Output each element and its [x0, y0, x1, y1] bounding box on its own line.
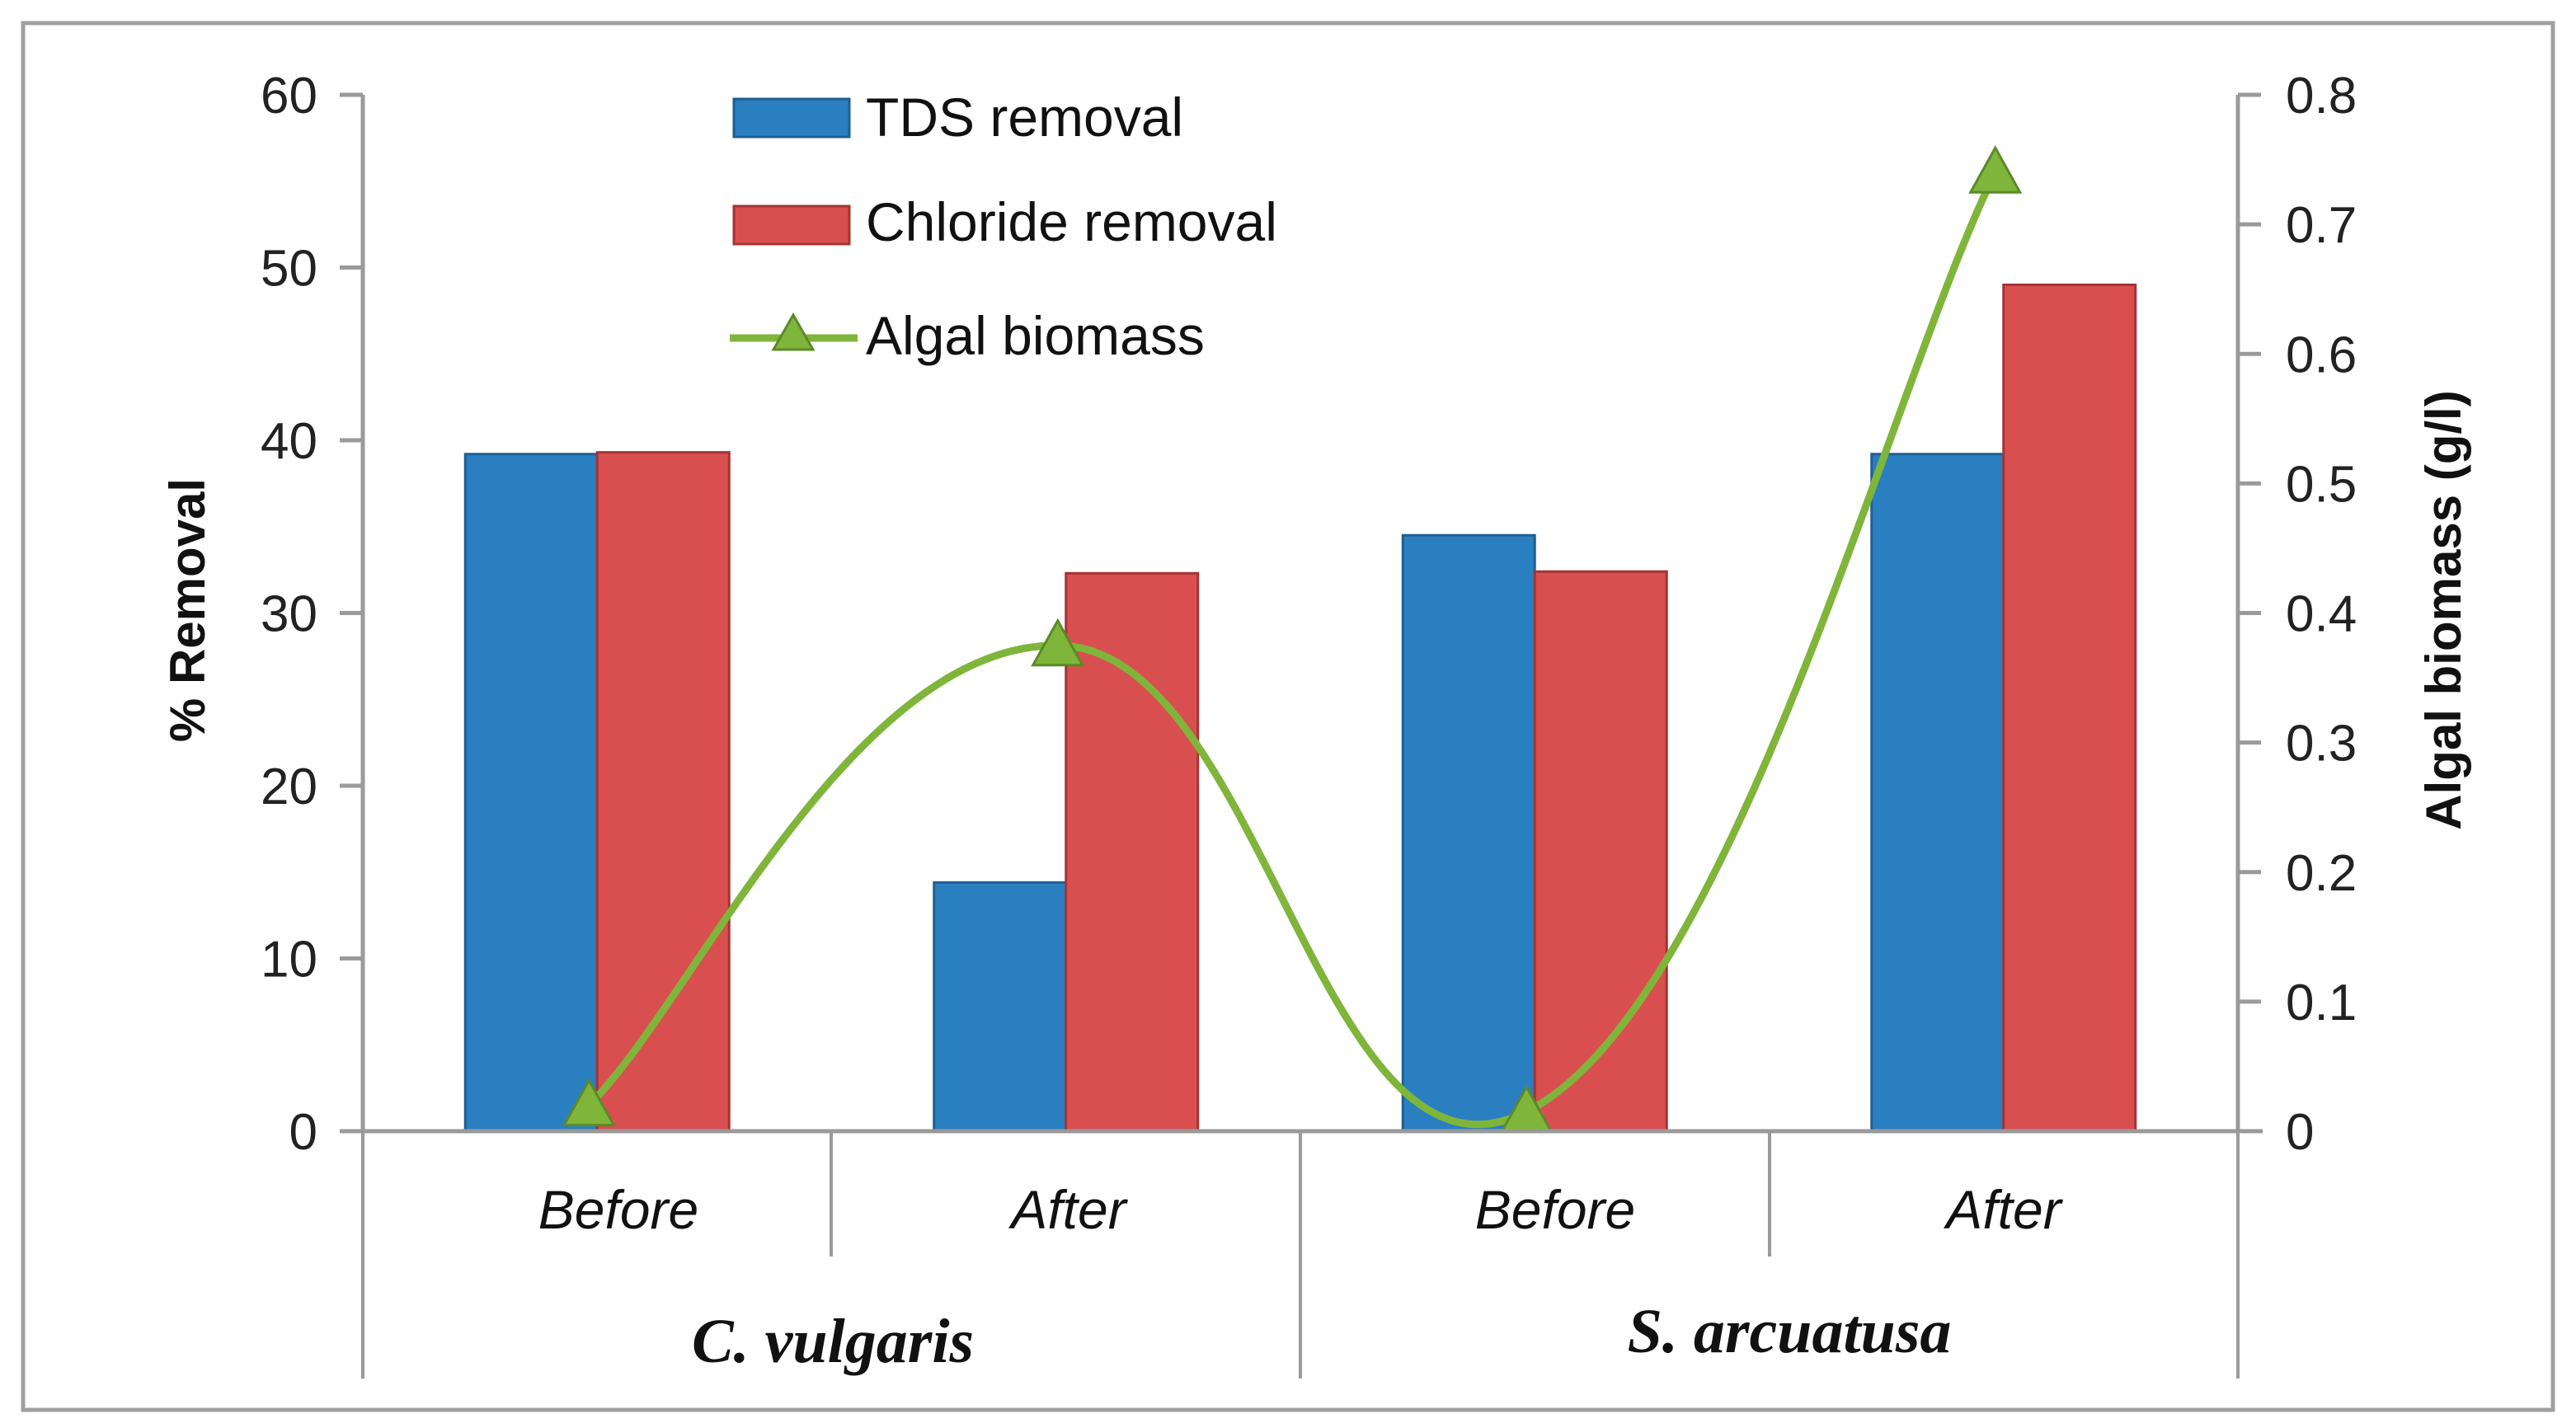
left-tick-label: 0	[289, 1104, 317, 1161]
category-label: After	[1008, 1179, 1128, 1240]
right-tick-label: 0.5	[2286, 456, 2357, 513]
left-tick-label: 60	[261, 68, 317, 124]
line-marker-triangle	[1031, 618, 1085, 667]
group-label: C. vulgaris	[692, 1307, 974, 1376]
category-label: Before	[538, 1179, 698, 1240]
line-marker-triangle	[562, 1078, 616, 1127]
right-axis-ticks: 0 0.1 0.2 0.3 0.4 0.5 0.6 0.7 0.8	[2238, 68, 2357, 1161]
legend-marker-triangle	[771, 312, 816, 351]
left-tick-label: 20	[261, 759, 317, 815]
left-axis-title: % Removal	[160, 478, 215, 742]
right-tick-label: 0.2	[2286, 845, 2357, 902]
bar-tds-removal	[1401, 533, 1536, 1133]
right-axis-title: Algal biomass (g/l)	[2416, 390, 2471, 829]
bar-tds-removal	[933, 881, 1068, 1133]
bar-chloride-removal	[595, 451, 731, 1133]
bar-tds-removal	[1870, 453, 2005, 1133]
legend-swatch-chloride	[732, 204, 851, 246]
legend-label: Chloride removal	[866, 191, 1277, 252]
category-label: Before	[1475, 1179, 1635, 1240]
legend-label: TDS removal	[866, 87, 1183, 148]
group-label: S. arcuatusa	[1628, 1297, 1952, 1366]
category-label: After	[1943, 1179, 2063, 1240]
left-tick-label: 10	[261, 932, 317, 989]
bar-chloride-removal	[1533, 570, 1668, 1133]
left-tick-label: 40	[261, 413, 317, 470]
right-tick-label: 0.6	[2286, 326, 2357, 383]
left-axis-ticks: 0 10 20 30 40 50 60	[261, 68, 363, 1161]
right-tick-label: 0.7	[2286, 197, 2357, 254]
bar-chloride-removal	[1065, 571, 1200, 1133]
left-tick-label: 50	[261, 241, 317, 298]
legend: TDS removal Chloride removal Algal bioma…	[730, 87, 1277, 366]
right-tick-label: 0.1	[2286, 975, 2357, 1031]
line-layer	[562, 145, 2023, 1133]
line-marker-triangle	[1968, 145, 2023, 194]
line-algal-biomass	[585, 168, 2000, 1129]
right-tick-label: 0	[2286, 1104, 2314, 1161]
legend-label: Algal biomass	[866, 305, 1205, 366]
bar-chloride-removal	[2002, 283, 2137, 1133]
chart-frame	[21, 21, 2555, 1412]
right-tick-label: 0.8	[2286, 68, 2357, 124]
right-tick-label: 0.3	[2286, 716, 2357, 773]
left-tick-label: 30	[261, 586, 317, 643]
legend-swatch-tds	[732, 97, 851, 139]
right-tick-label: 0.4	[2286, 586, 2357, 643]
bar-tds-removal	[463, 453, 599, 1133]
bars-layer	[463, 283, 2137, 1133]
